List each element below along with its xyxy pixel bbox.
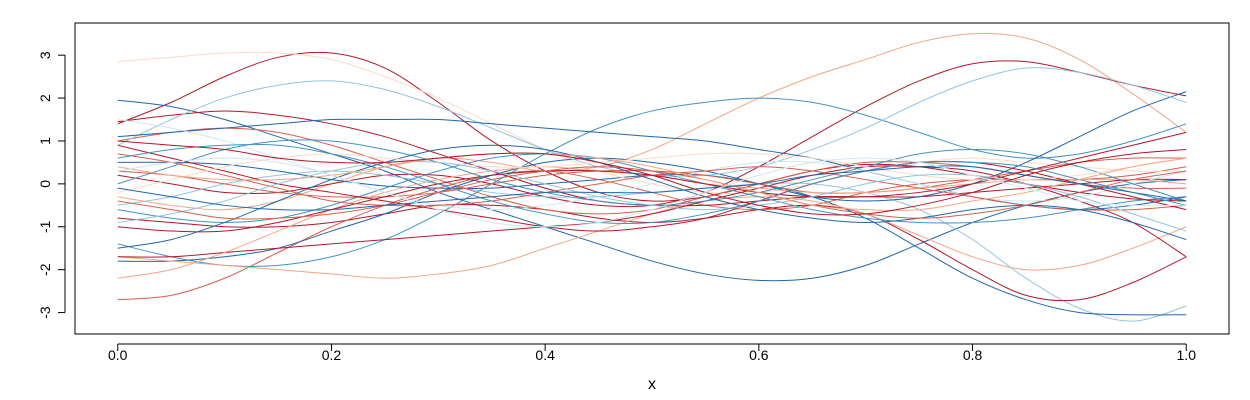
x-axis: 0.0 0.2 0.4 0.6 0.8 1.0 [108, 343, 1197, 363]
series-line-31 [117, 152, 1187, 211]
plot-box [74, 22, 1230, 335]
x-axis-label: x [648, 376, 656, 393]
x-tick-label: 0.6 [749, 347, 769, 363]
x-tick-label: 0.4 [535, 347, 555, 363]
y-tick-label: -3 [37, 306, 53, 319]
y-tick-label: 0 [37, 180, 53, 188]
series-line-9 [117, 51, 1187, 195]
series-line-10 [117, 97, 1187, 267]
series-line-8 [117, 166, 1187, 301]
y-tick-label: 1 [37, 137, 53, 145]
y-tick-label: -2 [37, 263, 53, 276]
series-line-12 [117, 91, 1187, 262]
series-line-25 [117, 144, 1187, 249]
series-line-26 [117, 144, 1187, 232]
y-tick-label: 3 [37, 51, 53, 59]
series-line-33 [117, 140, 1187, 216]
series-line-13 [117, 196, 1187, 279]
y-tick-label: -1 [37, 220, 53, 233]
series-line-20 [117, 119, 1187, 211]
series-line-3 [117, 32, 1187, 211]
series-line-6 [117, 161, 1187, 316]
y-axis: -3 -2 -1 0 1 2 3 [37, 51, 66, 319]
x-tick-label: 1.0 [1177, 347, 1197, 363]
series-line-30 [117, 143, 1187, 225]
y-tick-label: 2 [37, 94, 53, 102]
series-line-4 [117, 60, 1187, 208]
series-line-2 [117, 99, 1187, 282]
series-line-28 [117, 160, 1187, 232]
x-tick-label: 0.0 [108, 347, 128, 363]
x-tick-label: 0.8 [963, 347, 983, 363]
series-line-15 [117, 67, 1187, 177]
series-line-18 [117, 157, 1187, 198]
x-tick-label: 0.2 [322, 347, 342, 363]
series-line-29 [117, 166, 1187, 220]
series-line-5 [117, 170, 1187, 322]
series-line-1 [117, 51, 1187, 202]
series-line-22 [117, 131, 1187, 233]
series-layer [117, 32, 1187, 322]
series-line-27 [117, 152, 1187, 193]
series-line-32 [117, 165, 1187, 211]
series-line-34 [117, 157, 1187, 228]
